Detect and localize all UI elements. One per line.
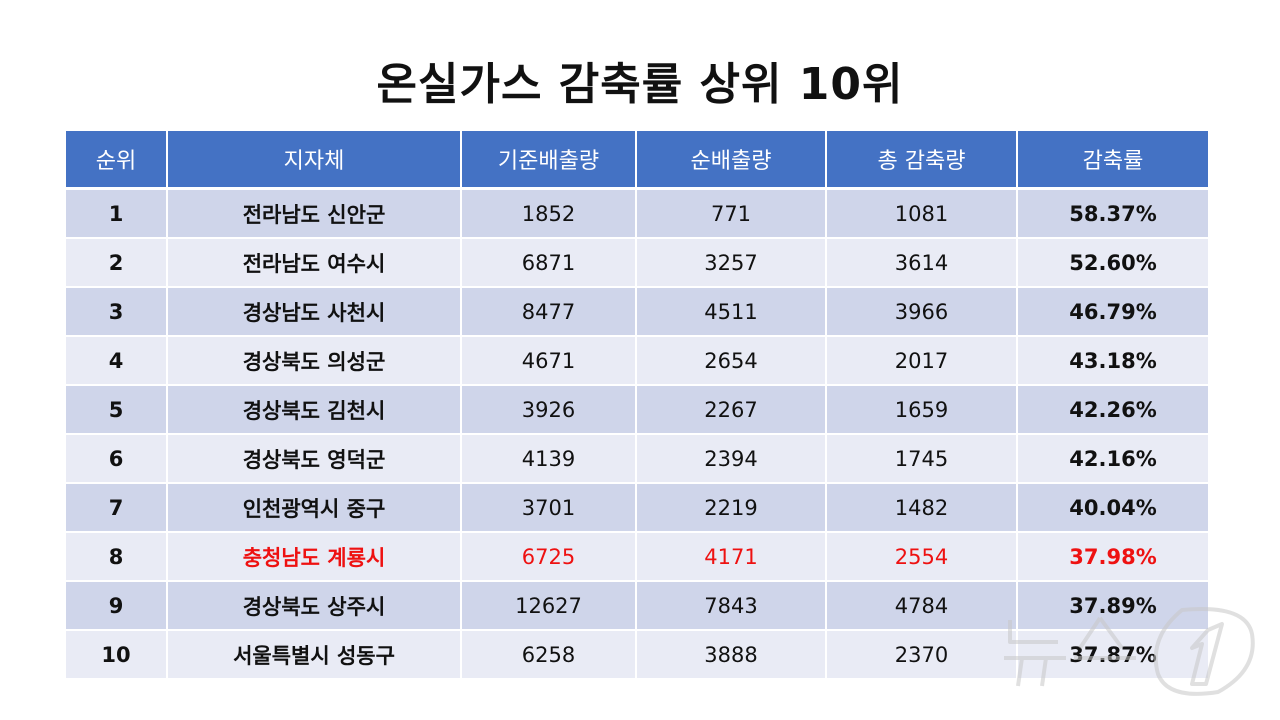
net-emission-cell: 771	[636, 188, 827, 239]
header-net-emission: 순배출량	[636, 131, 827, 190]
news1-logo-icon	[1004, 607, 1255, 696]
rank-cell: 5	[66, 385, 168, 435]
net-emission-cell: 3888	[636, 630, 827, 680]
base-emission-cell: 3701	[461, 483, 637, 533]
reduction-rate-cell: 42.16%	[1017, 434, 1208, 484]
ranking-table: 순위 지자체 기준배출량 순배출량 총 감축량 감축률 1 전라남도 신안군 1…	[66, 131, 1208, 680]
rank-cell: 7	[66, 483, 168, 533]
total-reduction-cell: 1745	[826, 434, 1018, 484]
total-reduction-cell: 2554	[826, 532, 1018, 582]
table-row: 4 경상북도 의성군 4671 2654 2017 43.18%	[66, 336, 1208, 386]
net-emission-cell: 2654	[636, 336, 827, 386]
base-emission-cell: 1852	[461, 188, 637, 239]
base-emission-cell: 6871	[461, 238, 637, 288]
rank-cell: 4	[66, 336, 168, 386]
net-emission-cell: 7843	[636, 581, 827, 631]
reduction-rate-cell: 37.89%	[1017, 581, 1208, 631]
reduction-rate-cell: 42.26%	[1017, 385, 1208, 435]
net-emission-cell: 2219	[636, 483, 827, 533]
table-row-highlighted: 8 충청남도 계룡시 6725 4171 2554 37.98%	[66, 532, 1208, 582]
base-emission-cell: 8477	[461, 287, 637, 337]
rank-cell: 3	[66, 287, 168, 337]
reduction-rate-cell: 58.37%	[1017, 188, 1208, 239]
header-base-emission: 기준배출량	[461, 131, 637, 190]
region-cell: 경상북도 상주시	[167, 581, 462, 631]
table-row: 1 전라남도 신안군 1852 771 1081 58.37%	[66, 188, 1208, 239]
total-reduction-cell: 2370	[826, 630, 1018, 680]
base-emission-cell: 12627	[461, 581, 637, 631]
rank-cell: 10	[66, 630, 168, 680]
reduction-rate-cell: 37.98%	[1017, 532, 1208, 582]
reduction-rate-cell: 40.04%	[1017, 483, 1208, 533]
table-row: 10 서울특별시 성동구 6258 3888 2370 37.87%	[66, 630, 1208, 680]
header-rank: 순위	[66, 131, 168, 190]
net-emission-cell: 4511	[636, 287, 827, 337]
reduction-rate-cell: 46.79%	[1017, 287, 1208, 337]
base-emission-cell: 4139	[461, 434, 637, 484]
net-emission-cell: 2394	[636, 434, 827, 484]
table-row: 2 전라남도 여수시 6871 3257 3614 52.60%	[66, 238, 1208, 288]
region-cell: 충청남도 계룡시	[167, 532, 462, 582]
reduction-rate-cell: 52.60%	[1017, 238, 1208, 288]
total-reduction-cell: 2017	[826, 336, 1018, 386]
net-emission-cell: 2267	[636, 385, 827, 435]
table-row: 6 경상북도 영덕군 4139 2394 1745 42.16%	[66, 434, 1208, 484]
base-emission-cell: 3926	[461, 385, 637, 435]
base-emission-cell: 6258	[461, 630, 637, 680]
header-reduction-rate: 감축률	[1017, 131, 1208, 190]
region-cell: 전라남도 신안군	[167, 188, 462, 239]
net-emission-cell: 4171	[636, 532, 827, 582]
rank-cell: 8	[66, 532, 168, 582]
total-reduction-cell: 3966	[826, 287, 1018, 337]
table-row: 5 경상북도 김천시 3926 2267 1659 42.26%	[66, 385, 1208, 435]
region-cell: 서울특별시 성동구	[167, 630, 462, 680]
table-row: 9 경상북도 상주시 12627 7843 4784 37.89%	[66, 581, 1208, 631]
reduction-rate-cell: 43.18%	[1017, 336, 1208, 386]
rank-cell: 9	[66, 581, 168, 631]
header-total-reduction: 총 감축량	[826, 131, 1018, 190]
page-title: 온실가스 감축률 상위 10위	[376, 59, 904, 110]
news1-watermark-logo	[996, 604, 1266, 700]
total-reduction-cell: 4784	[826, 581, 1018, 631]
rank-cell: 6	[66, 434, 168, 484]
total-reduction-cell: 1659	[826, 385, 1018, 435]
region-cell: 전라남도 여수시	[167, 238, 462, 288]
region-cell: 경상북도 김천시	[167, 385, 462, 435]
base-emission-cell: 6725	[461, 532, 637, 582]
region-cell: 경상남도 사천시	[167, 287, 462, 337]
rank-cell: 2	[66, 238, 168, 288]
region-cell: 인천광역시 중구	[167, 483, 462, 533]
net-emission-cell: 3257	[636, 238, 827, 288]
rank-cell: 1	[66, 188, 168, 239]
total-reduction-cell: 3614	[826, 238, 1018, 288]
table-header-row: 순위 지자체 기준배출량 순배출량 총 감축량 감축률	[66, 131, 1208, 190]
base-emission-cell: 4671	[461, 336, 637, 386]
total-reduction-cell: 1482	[826, 483, 1018, 533]
header-region: 지자체	[167, 131, 462, 190]
total-reduction-cell: 1081	[826, 188, 1018, 239]
table-row: 3 경상남도 사천시 8477 4511 3966 46.79%	[66, 287, 1208, 337]
region-cell: 경상북도 의성군	[167, 336, 462, 386]
region-cell: 경상북도 영덕군	[167, 434, 462, 484]
table-row: 7 인천광역시 중구 3701 2219 1482 40.04%	[66, 483, 1208, 533]
